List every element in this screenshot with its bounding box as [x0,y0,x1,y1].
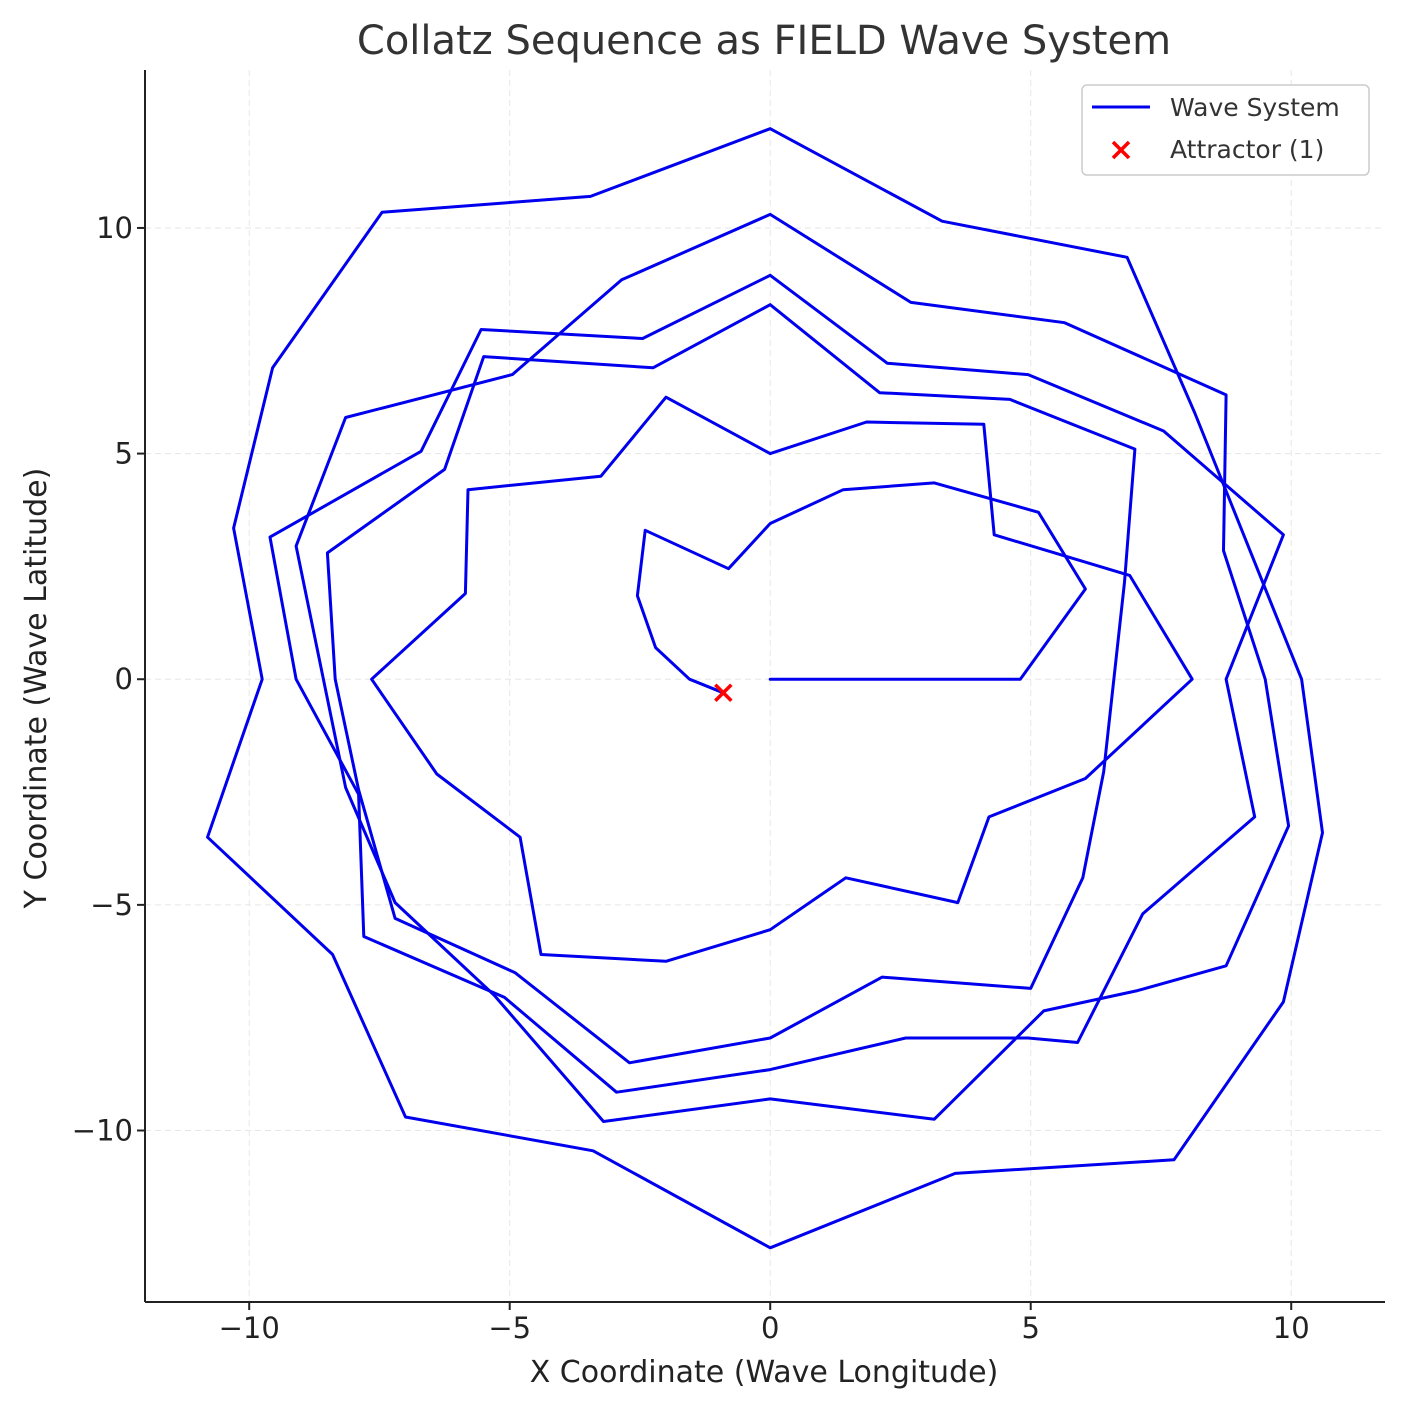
y-axis-label: Y Coordinate (Wave Latitude) [19,468,54,910]
legend-label-wave-system: Wave System [1170,93,1340,122]
legend-label-attractor: Attractor (1) [1170,135,1324,164]
wave-ring-5 [206,127,1324,1250]
y-tick-label: 0 [115,662,133,696]
axes: −10 −5 0 5 10 −10 −5 0 5 10 [72,70,1385,1345]
wave-path [635,481,1087,695]
x-tick-label: 10 [1273,1311,1310,1345]
y-tick-label: 10 [96,211,133,245]
attractor-marker-stroke-b [714,683,733,703]
wave-system-series [206,127,1324,1250]
x-axis-label: X Coordinate (Wave Longitude) [530,1355,999,1390]
grid [145,70,1385,1302]
attractor-series [714,683,733,703]
y-tick-label: −10 [72,1114,133,1148]
legend-attractor-marker [1111,140,1131,160]
legend-attractor-marker-stroke-b [1111,140,1131,160]
legend: Wave System Attractor (1) [1081,84,1370,176]
legend-box [1081,84,1370,176]
x-tick-label: 0 [761,1311,779,1345]
x-tick-label: −5 [488,1311,531,1345]
attractor-marker [714,683,733,703]
x-tick-label: 5 [1021,1311,1039,1345]
legend-marker-swatch [1111,140,1131,160]
wave-ring-1 [370,395,1194,963]
y-tick-label: 5 [115,437,133,471]
wave-ring-4 [294,212,1291,1123]
chart-title: Collatz Sequence as FIELD Wave System [357,18,1171,64]
x-tick-label: −10 [219,1311,280,1345]
wave-ring-2 [325,303,1137,1065]
y-tick-label: −5 [90,888,133,922]
